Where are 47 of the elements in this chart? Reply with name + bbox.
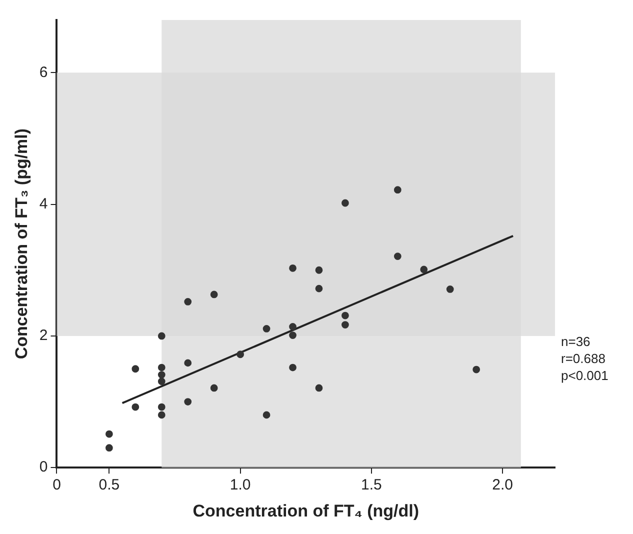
- point: [184, 398, 192, 406]
- point: [289, 364, 296, 372]
- point: [132, 365, 140, 373]
- x-tick-label: 0: [52, 476, 61, 494]
- point: [315, 284, 323, 292]
- point: [105, 444, 113, 452]
- point: [210, 290, 218, 298]
- x-tick-label: 0.5: [98, 476, 120, 494]
- point: [472, 366, 480, 374]
- point: [158, 371, 166, 378]
- y-tick-label: 4: [39, 195, 48, 212]
- point: [342, 312, 349, 320]
- point: [105, 430, 113, 438]
- point: [394, 252, 402, 260]
- point: [158, 378, 166, 386]
- x-tick-label: 1.5: [361, 476, 382, 494]
- point: [184, 298, 192, 306]
- point: [394, 186, 402, 194]
- x-tick-label: 2.0: [492, 476, 513, 494]
- point: [289, 332, 296, 339]
- point: [289, 264, 296, 272]
- point: [158, 403, 166, 411]
- text: r=0.688: [561, 351, 606, 366]
- text: p<0.001: [561, 368, 608, 384]
- point: [210, 384, 218, 392]
- y-tick-label: 6: [39, 64, 48, 81]
- text: n=36: [561, 334, 590, 350]
- point: [262, 325, 270, 332]
- point: [158, 332, 166, 340]
- point: [158, 364, 166, 372]
- point: [184, 359, 192, 367]
- y-tick-label: 0: [39, 458, 48, 476]
- x-axis-title: Concentration of FT₄ (ng/dl): [192, 501, 419, 520]
- point: [420, 266, 428, 274]
- point: [236, 350, 244, 358]
- y-tick-label: 2: [39, 327, 48, 344]
- point: [446, 286, 454, 293]
- point: [315, 266, 323, 274]
- point: [132, 403, 140, 411]
- point: [158, 411, 166, 419]
- y-axis-title: Concentration of FT₃ (pg/ml): [12, 128, 31, 360]
- point: [342, 199, 349, 207]
- x-tick-label: 1.0: [230, 476, 251, 494]
- point: [342, 321, 349, 328]
- point: [289, 323, 296, 330]
- point: [262, 411, 270, 419]
- point: [315, 384, 323, 392]
